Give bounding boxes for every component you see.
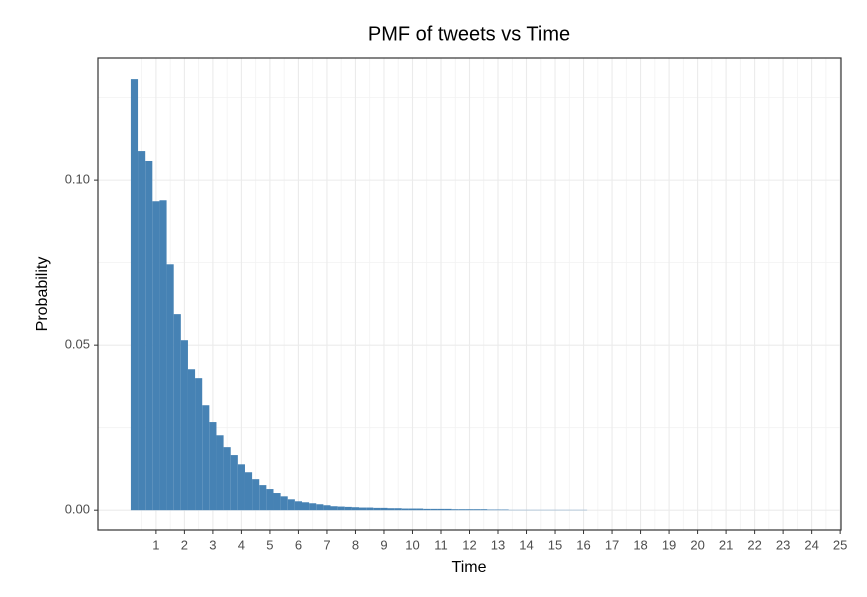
x-tick-label: 16: [576, 537, 590, 552]
bar: [501, 509, 509, 511]
x-tick-label: 10: [405, 537, 419, 552]
x-tick-label: 17: [605, 537, 619, 552]
bar: [373, 507, 381, 511]
y-tick-label: 0.05: [65, 337, 90, 352]
bar: [366, 507, 374, 511]
bar: [159, 200, 167, 511]
bar: [394, 508, 402, 511]
bar: [301, 502, 310, 511]
bar: [244, 472, 253, 511]
bar: [408, 508, 417, 511]
bar: [138, 151, 146, 511]
x-tick-label: 7: [323, 537, 330, 552]
x-tick-label: 12: [462, 537, 476, 552]
bar: [294, 501, 302, 511]
bar: [230, 455, 238, 511]
bar: [423, 508, 431, 511]
bar: [209, 422, 217, 511]
x-tick-label: 21: [719, 537, 733, 552]
bar: [323, 505, 331, 511]
bar: [494, 509, 502, 511]
bar: [287, 499, 295, 511]
bar: [173, 314, 181, 511]
bar: [180, 340, 188, 511]
y-axis-title: Probability: [34, 257, 51, 332]
x-tick-label: 3: [209, 537, 216, 552]
bar: [273, 493, 281, 511]
bar: [237, 464, 245, 511]
bar: [266, 489, 274, 511]
bar: [195, 378, 203, 511]
bar: [401, 508, 409, 511]
bar: [330, 506, 338, 511]
x-tick-label: 4: [238, 537, 245, 552]
bar: [145, 160, 153, 511]
bar: [344, 506, 352, 511]
x-tick-label: 2: [181, 537, 188, 552]
bar: [187, 369, 196, 511]
x-tick-label: 15: [548, 537, 562, 552]
bar: [309, 503, 317, 511]
y-tick-label: 0.10: [65, 172, 90, 187]
bar: [252, 479, 260, 511]
x-tick-label: 18: [633, 537, 647, 552]
bar: [152, 201, 160, 511]
x-tick-label: 9: [380, 537, 387, 552]
x-tick-label: 11: [434, 537, 448, 552]
bar: [202, 405, 210, 511]
bar: [430, 508, 438, 511]
x-tick-label: 25: [833, 537, 847, 552]
x-tick-label: 1: [152, 537, 159, 552]
x-tick-label: 23: [776, 537, 790, 552]
x-tick-label: 13: [491, 537, 505, 552]
bar: [480, 509, 488, 511]
x-tick-label: 6: [295, 537, 302, 552]
bar: [223, 447, 231, 511]
bar: [487, 509, 495, 511]
bar: [416, 508, 424, 511]
chart-title: PMF of tweets vs Time: [368, 23, 570, 45]
bar: [465, 509, 474, 511]
x-tick-label: 8: [352, 537, 359, 552]
x-tick-label: 5: [266, 537, 273, 552]
bar: [316, 504, 324, 511]
x-tick-label: 20: [690, 537, 704, 552]
bar: [166, 264, 174, 511]
bar: [458, 509, 466, 511]
y-tick-label: 0.00: [65, 502, 90, 517]
bar: [351, 507, 360, 511]
bar: [387, 508, 395, 511]
bar: [437, 508, 445, 511]
bar: [380, 507, 388, 511]
bar: [280, 496, 288, 511]
bar: [473, 509, 481, 511]
bar: [259, 485, 267, 511]
x-tick-label: 22: [747, 537, 761, 552]
x-tick-label: 19: [662, 537, 676, 552]
bar: [359, 507, 367, 511]
panel-border: [97, 57, 842, 531]
bar: [216, 435, 224, 511]
bar: [130, 79, 139, 511]
x-tick-label: 24: [804, 537, 818, 552]
x-axis-title: Time: [452, 559, 487, 576]
bar: [337, 506, 345, 511]
bar: [451, 509, 459, 511]
bar: [444, 508, 452, 511]
x-tick-label: 14: [519, 537, 533, 552]
